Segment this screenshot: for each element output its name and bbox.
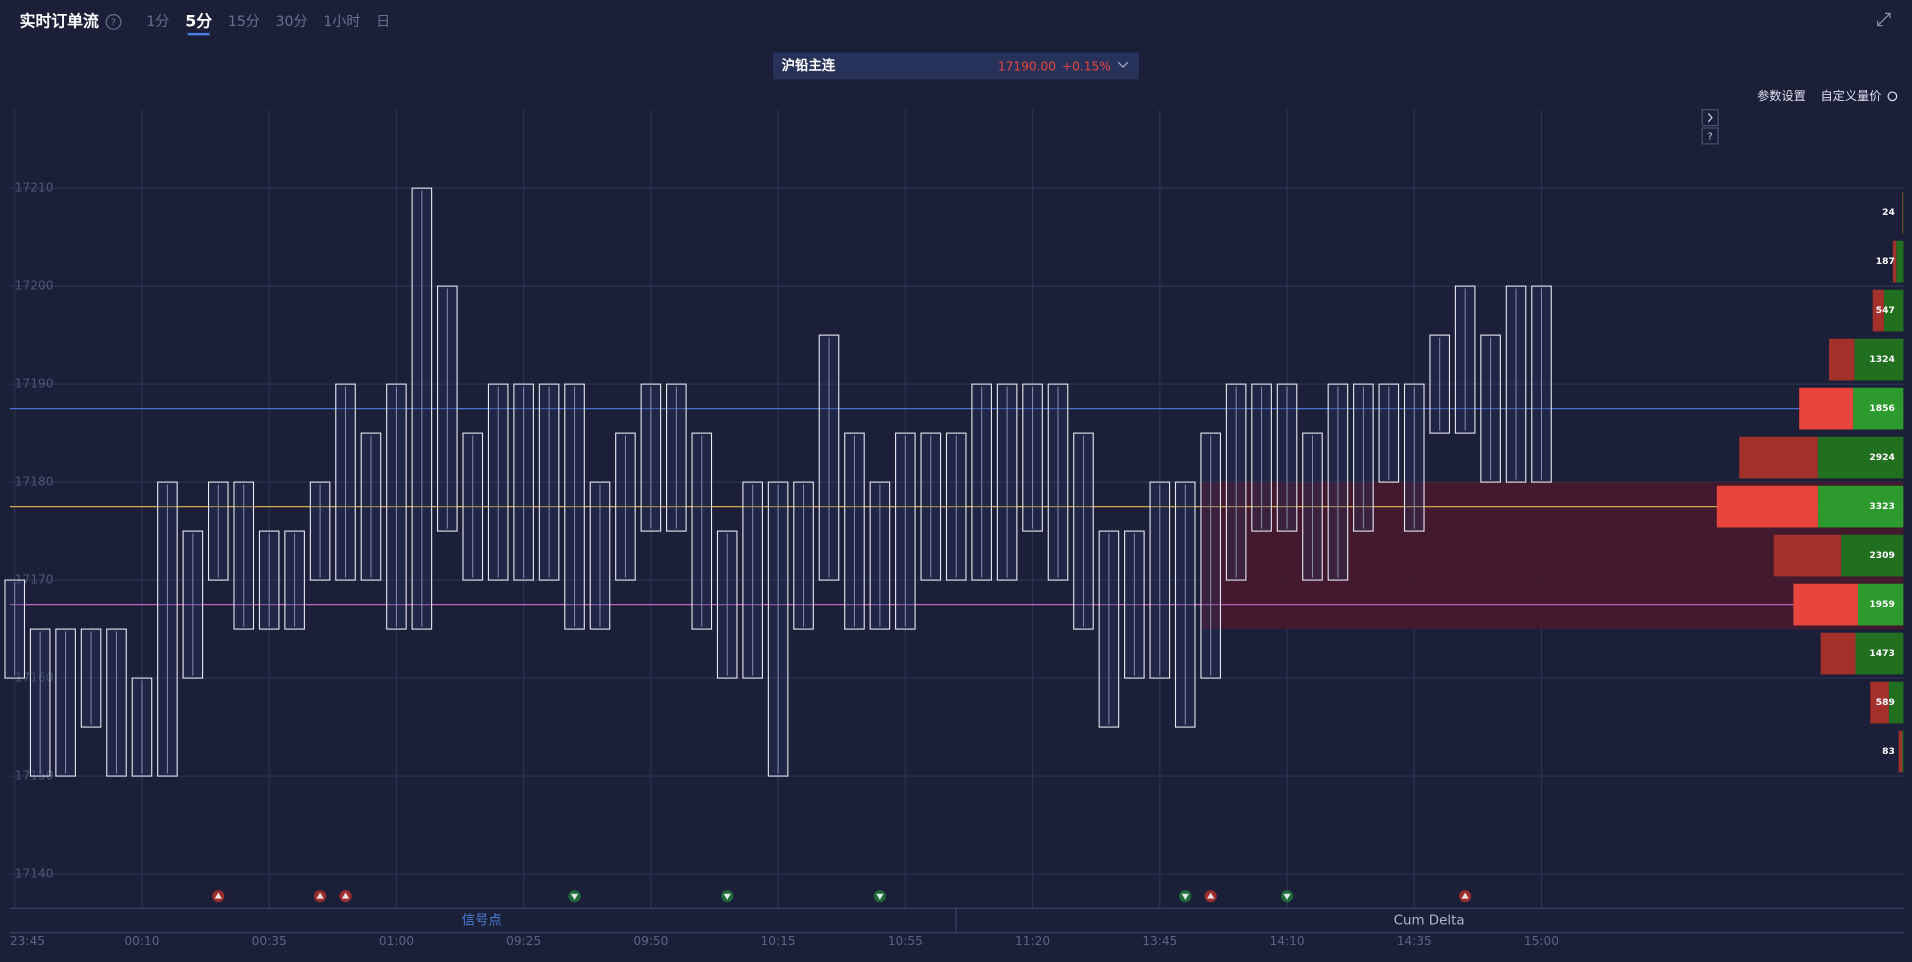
profile-sell xyxy=(1898,730,1903,773)
help-icon[interactable] xyxy=(105,14,122,30)
profile-total: 2309 xyxy=(1869,551,1894,561)
y-tick-label: 17200 xyxy=(15,279,54,293)
instrument-change: +0.15% xyxy=(1062,60,1111,74)
y-tick-label: 17180 xyxy=(15,475,54,489)
profile-total: 3323 xyxy=(1869,502,1894,512)
x-tick-label: 00:10 xyxy=(124,934,159,948)
profile-total: 547 xyxy=(1876,306,1895,316)
profile-sell xyxy=(1892,240,1897,283)
signal-arrow xyxy=(1283,893,1291,900)
profile-total: 83 xyxy=(1882,747,1895,757)
x-tick-label: 14:35 xyxy=(1397,934,1432,948)
profile-buy xyxy=(1817,485,1904,528)
profile-total: 1324 xyxy=(1869,355,1894,365)
panel-title[interactable]: Cum Delta xyxy=(1394,914,1465,929)
signal-arrow xyxy=(341,892,350,899)
x-tick-label: 10:55 xyxy=(888,934,923,948)
x-tick-label: 15:00 xyxy=(1524,934,1559,948)
profile-sell xyxy=(1872,289,1884,332)
profile-sell xyxy=(1716,485,1818,528)
custom-button[interactable]: 自定义量价 xyxy=(1820,88,1881,103)
page-title: 实时订单流 xyxy=(20,11,99,30)
expand-icon xyxy=(1707,112,1713,123)
signal-arrow xyxy=(876,893,884,900)
expand-button[interactable] xyxy=(1701,109,1719,127)
signal-arrow xyxy=(1181,893,1189,900)
profile-sell xyxy=(1793,583,1858,626)
x-tick-label: 00:35 xyxy=(252,934,287,948)
x-tick-label: 09:50 xyxy=(633,934,668,948)
profile-buy xyxy=(1853,387,1904,430)
signal-arrow xyxy=(1461,892,1469,899)
profile-total: 2924 xyxy=(1869,453,1894,463)
tab[interactable]: 30分 xyxy=(276,14,308,30)
tabs: 1分 5分 15分 30分 1小时日 xyxy=(146,11,390,36)
help-button-text: ? xyxy=(1708,132,1713,143)
profile-sell xyxy=(1799,387,1854,430)
profile-buy xyxy=(1855,632,1904,675)
panel-title[interactable]: 信号点 xyxy=(462,913,502,929)
plot: 1714017150171601717017180171901720017210… xyxy=(4,109,1905,948)
profile-sell xyxy=(1870,681,1889,724)
profile-buy xyxy=(1883,289,1904,332)
signal-arrow xyxy=(214,892,222,899)
tab[interactable]: 日 xyxy=(376,14,390,30)
tab-underline xyxy=(187,32,210,36)
y-tick-label: 17140 xyxy=(15,867,54,881)
profile-total: 24 xyxy=(1882,208,1895,218)
instrument-name: 沪铅主连 xyxy=(782,57,836,74)
profile-total: 589 xyxy=(1876,698,1895,708)
profile-sell xyxy=(1902,191,1903,234)
x-tick-label: 10:15 xyxy=(761,934,796,948)
signal-arrow xyxy=(570,893,579,900)
profile-buy xyxy=(1902,730,1904,773)
tab[interactable]: 5分 xyxy=(185,11,212,30)
profile-total: 1473 xyxy=(1869,649,1894,659)
profile-total: 187 xyxy=(1876,257,1895,267)
profile-total: 1959 xyxy=(1869,600,1894,610)
x-tick-label: 13:45 xyxy=(1142,934,1177,948)
profile-buy xyxy=(1902,191,1904,234)
y-tick-label: 17190 xyxy=(15,377,54,391)
profile-sell xyxy=(1773,534,1842,577)
dropdown-icon[interactable] xyxy=(1117,61,1129,68)
profile-total: 1856 xyxy=(1869,404,1894,414)
y-tick-label: 17210 xyxy=(15,181,54,195)
profile-buy xyxy=(1896,240,1904,283)
x-tick-label: 23:45 xyxy=(10,934,45,948)
tab[interactable]: 1小时 xyxy=(323,14,360,30)
profile-buy xyxy=(1857,583,1904,626)
profile-buy xyxy=(1817,436,1904,479)
settings-button[interactable]: 参数设置 xyxy=(1757,88,1806,103)
x-tick-label: 14:10 xyxy=(1269,934,1304,948)
profile-buy xyxy=(1854,338,1904,381)
x-tick-label: 01:00 xyxy=(379,934,414,948)
tab[interactable]: 1分 xyxy=(146,14,169,30)
instrument-box[interactable] xyxy=(773,52,1139,80)
help-text[interactable]: ? xyxy=(111,18,116,29)
profile-sell xyxy=(1829,338,1855,381)
profile-buy xyxy=(1841,534,1904,577)
signal-arrow xyxy=(316,892,324,899)
x-tick-label: 09:25 xyxy=(506,934,541,948)
collapse-icon[interactable] xyxy=(1877,12,1891,27)
custom-icon[interactable] xyxy=(1887,91,1898,102)
tab[interactable]: 15分 xyxy=(228,14,260,30)
profile-sell xyxy=(1820,632,1856,675)
profile-sell xyxy=(1739,436,1818,479)
help-button[interactable] xyxy=(1701,127,1719,145)
instrument-price: 17190.00 xyxy=(998,60,1056,74)
signal-arrow xyxy=(1207,892,1215,899)
profile-buy xyxy=(1888,681,1904,724)
signal-arrow xyxy=(723,893,731,900)
x-tick-label: 11:20 xyxy=(1015,934,1050,948)
